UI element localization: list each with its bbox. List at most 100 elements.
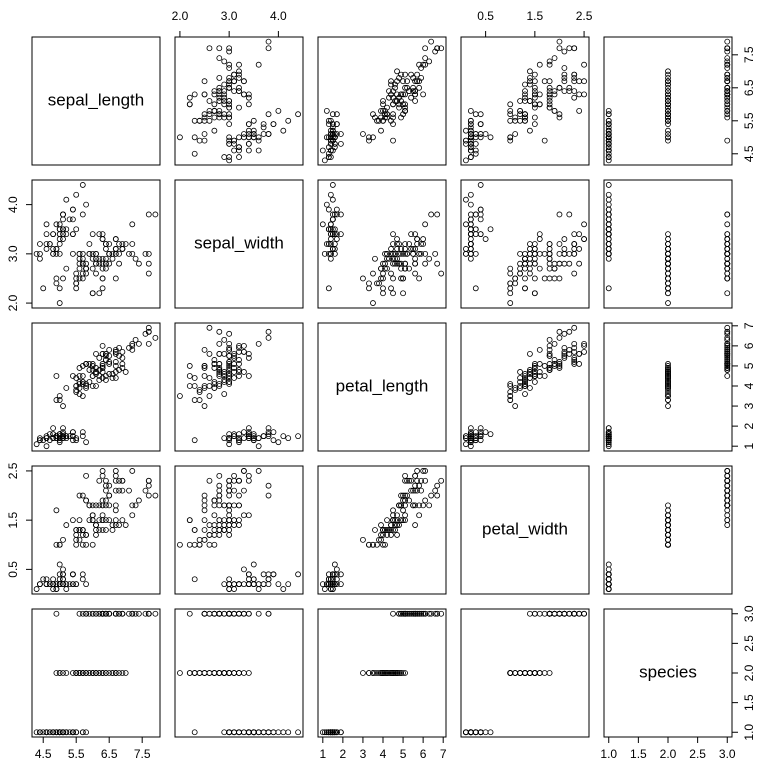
point — [370, 134, 376, 141]
point — [472, 729, 479, 736]
point — [418, 487, 425, 494]
point — [605, 121, 612, 127]
point — [231, 586, 237, 592]
point — [432, 610, 439, 617]
point — [145, 482, 152, 489]
point — [221, 101, 228, 108]
point — [177, 670, 183, 676]
point — [398, 275, 404, 282]
panel — [317, 322, 447, 452]
point — [477, 182, 484, 188]
point — [79, 393, 86, 399]
y-tick-label: 6.5 — [742, 79, 756, 96]
point — [245, 121, 252, 127]
point — [724, 342, 731, 349]
point — [561, 610, 568, 617]
point — [507, 670, 514, 676]
panel — [460, 36, 590, 166]
point — [83, 361, 90, 367]
point — [116, 250, 122, 257]
point — [724, 365, 731, 371]
point — [196, 670, 203, 676]
point — [226, 78, 233, 85]
point — [260, 571, 267, 578]
point — [605, 147, 612, 154]
point — [70, 231, 76, 238]
point — [73, 532, 80, 538]
point — [142, 250, 149, 257]
point — [412, 610, 419, 617]
point — [275, 581, 282, 588]
point — [724, 101, 731, 108]
point — [211, 91, 218, 98]
point — [60, 211, 66, 218]
point — [507, 280, 514, 287]
point — [724, 275, 731, 282]
point — [50, 425, 57, 432]
point — [99, 361, 106, 367]
point — [605, 211, 612, 218]
point — [226, 487, 233, 494]
point — [396, 250, 402, 257]
point — [546, 88, 553, 95]
point — [665, 98, 671, 104]
point — [394, 236, 400, 242]
point — [507, 107, 514, 114]
point — [724, 328, 731, 335]
point — [467, 236, 474, 242]
point — [201, 114, 208, 121]
point — [201, 670, 208, 676]
point — [378, 127, 384, 134]
variable-label: petal_length — [336, 376, 429, 395]
point — [566, 350, 573, 357]
point — [260, 131, 267, 137]
point — [63, 729, 70, 736]
point — [422, 610, 429, 617]
point — [89, 265, 96, 272]
point — [546, 610, 553, 617]
point — [255, 340, 262, 347]
point — [724, 91, 731, 98]
point — [236, 144, 242, 151]
point — [60, 425, 66, 432]
point — [665, 403, 671, 409]
point — [374, 117, 380, 124]
point — [576, 107, 583, 114]
point — [73, 280, 80, 287]
point — [398, 492, 404, 499]
point — [270, 429, 277, 436]
point — [414, 487, 421, 494]
point — [467, 437, 474, 444]
point — [245, 147, 252, 154]
point — [129, 346, 136, 353]
point — [581, 91, 587, 98]
point — [102, 246, 109, 252]
point — [412, 78, 419, 85]
point — [329, 729, 336, 736]
point — [236, 492, 242, 499]
point — [556, 328, 563, 335]
point — [724, 492, 731, 499]
point — [605, 561, 612, 568]
point — [416, 275, 423, 282]
point — [245, 355, 252, 361]
point — [331, 134, 338, 141]
point — [285, 581, 292, 588]
point — [231, 353, 237, 359]
point — [546, 84, 553, 91]
point — [126, 610, 132, 617]
point — [724, 517, 731, 524]
y-tick-label: 2.5 — [6, 462, 20, 479]
point — [285, 435, 292, 442]
point — [576, 246, 583, 252]
point — [216, 111, 223, 118]
point — [109, 670, 116, 676]
point — [245, 512, 252, 519]
point — [211, 101, 218, 108]
point — [724, 104, 731, 111]
point — [102, 353, 109, 359]
point — [665, 507, 671, 514]
point — [472, 231, 479, 238]
point — [665, 107, 671, 114]
point — [37, 250, 43, 257]
